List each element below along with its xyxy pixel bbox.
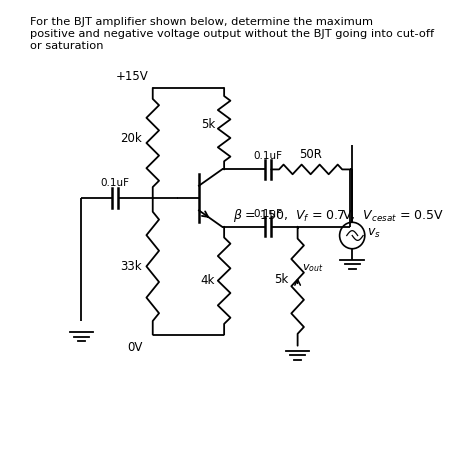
Text: $v_s$: $v_s$	[367, 227, 381, 240]
Text: 20k: 20k	[120, 132, 142, 145]
Text: 5k: 5k	[274, 273, 288, 286]
Text: 0.1uF: 0.1uF	[254, 209, 283, 219]
Text: 33k: 33k	[120, 260, 142, 273]
Text: 0.1uF: 0.1uF	[100, 178, 129, 189]
Text: For the BJT amplifier shown below, determine the maximum
positive and negative v: For the BJT amplifier shown below, deter…	[30, 18, 435, 51]
Text: $\beta$ = 150,  $V_f$ = 0.7V,  $V_{cesat}$ = 0.5V: $\beta$ = 150, $V_f$ = 0.7V, $V_{cesat}$…	[233, 207, 444, 224]
Text: 0.1uF: 0.1uF	[254, 151, 283, 162]
Text: 5k: 5k	[201, 118, 215, 131]
Text: $v_{out}$: $v_{out}$	[302, 262, 323, 274]
Text: 4k: 4k	[201, 274, 215, 287]
Text: 50R: 50R	[299, 149, 322, 162]
Text: 0V: 0V	[127, 341, 142, 354]
Text: +15V: +15V	[116, 70, 148, 84]
